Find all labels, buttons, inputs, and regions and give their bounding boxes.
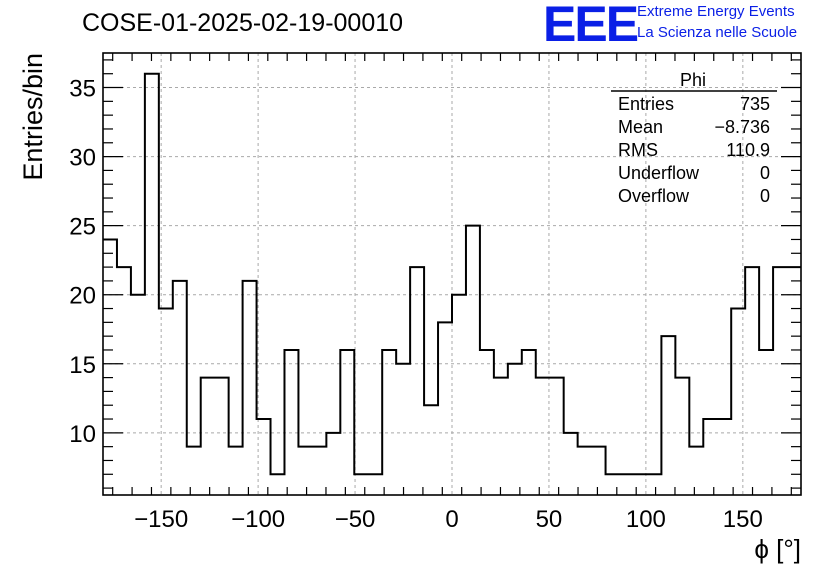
eee-logo-line1: Extreme Energy Events (637, 3, 795, 20)
stats-value: 735 (740, 94, 770, 114)
eee-logo: EEE (543, 0, 639, 52)
stats-value: 0 (760, 163, 770, 183)
x-tick-label: 150 (723, 506, 763, 533)
x-tick-label: −100 (231, 506, 285, 533)
eee-logo-line2: La Scienza nelle Scuole (637, 24, 798, 41)
grid-lines (103, 53, 801, 495)
axis-tick-labels: −150 −100 −50 0 50 100 150 10 15 20 25 30 35 (69, 76, 763, 533)
x-axis-label: ϕ [°] (754, 534, 801, 564)
stats-label: Overflow (618, 186, 690, 206)
stats-value: 110.9 (726, 140, 770, 160)
y-axis-label: Entries/bin (18, 53, 48, 181)
x-tick-label: 100 (626, 506, 666, 533)
y-tick-label: 10 (69, 421, 96, 448)
y-tick-label: 20 (69, 283, 96, 310)
stats-label: Underflow (618, 163, 700, 183)
plot-frame (102, 52, 802, 496)
stats-value: 0 (760, 186, 770, 206)
stats-label: Entries (618, 94, 674, 114)
stats-value: −8.736 (714, 117, 770, 137)
y-tick-label: 15 (69, 352, 96, 379)
axis-ticks (103, 53, 801, 495)
stats-title: Phi (680, 70, 706, 90)
x-tick-label: −150 (134, 506, 188, 533)
stats-label: RMS (618, 140, 658, 160)
x-tick-label: −50 (335, 506, 376, 533)
histogram-outline (103, 72, 801, 476)
y-tick-label: 35 (69, 76, 96, 103)
y-tick-label: 25 (69, 214, 96, 241)
run-title: COSE-01-2025-02-19-00010 (82, 9, 404, 37)
y-tick-label: 30 (69, 145, 96, 172)
stats-box: Phi Entries 735 Mean −8.736 RMS 110.9 Underflo… (611, 70, 777, 206)
x-tick-label: 50 (536, 506, 563, 533)
x-tick-label: 0 (445, 506, 458, 533)
stats-label: Mean (618, 117, 663, 137)
